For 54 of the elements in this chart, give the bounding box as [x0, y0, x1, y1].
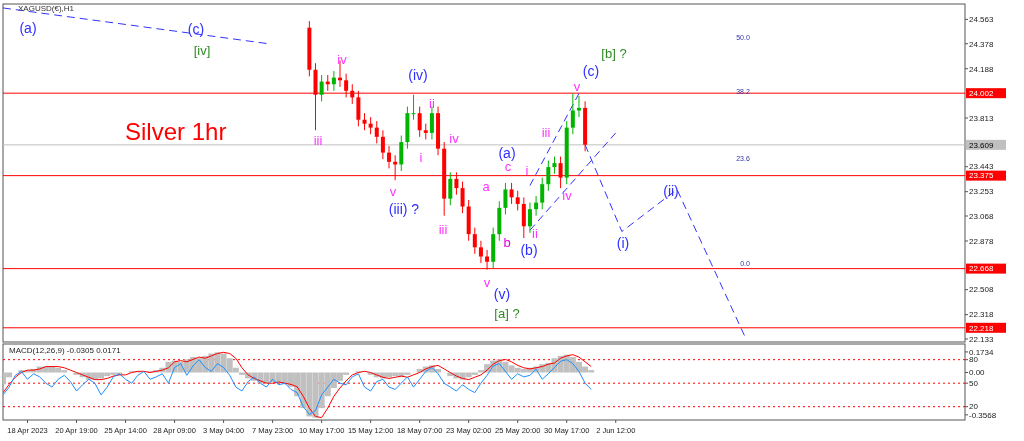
annotation: (c): [187, 21, 205, 37]
y-tick-label: 22.133: [969, 334, 995, 344]
y-tick-label: 24.188: [969, 64, 995, 74]
y-tick-label: 22.318: [969, 310, 995, 320]
y2-tick-label: 20: [969, 402, 979, 412]
y-tick-label: 22.508: [969, 285, 995, 295]
annotation: c: [504, 159, 512, 174]
annotation: iii: [438, 222, 448, 237]
y-tick-label: 23.813: [969, 113, 995, 123]
y2-tick-label: 50: [969, 378, 979, 388]
annotation: (a): [498, 145, 516, 161]
annotation: (i): [616, 235, 630, 251]
annotation: [a] ?: [494, 306, 520, 321]
annotation: i: [525, 163, 529, 178]
annotation: XAGUSD(€),H1: [18, 4, 75, 13]
y-tick-label: 24.378: [969, 39, 995, 49]
annotation: iv: [562, 188, 573, 203]
text: Silver 1hr: [125, 118, 227, 145]
annotation: (ii): [663, 183, 679, 199]
annotation: [iv]: [193, 43, 211, 58]
annotation: (iii) ?: [388, 201, 420, 217]
y-tick-label: 0.1734: [969, 347, 995, 357]
annotation: (iv): [408, 67, 428, 83]
annotation: ii: [429, 96, 435, 111]
annotation: i: [419, 150, 423, 165]
annotation: a: [482, 179, 491, 194]
y-tick-label: 0.00: [969, 368, 986, 378]
annotation: iii: [541, 125, 551, 140]
annotation: (a): [19, 20, 37, 36]
annotation: (c): [582, 63, 600, 79]
y-tick-label: 23.443: [969, 162, 995, 172]
y-tick-label: 23.068: [969, 211, 995, 221]
annotation: v: [389, 184, 397, 199]
annotation: iv: [337, 52, 348, 67]
annotation: iii: [313, 133, 323, 148]
chart-title: MACD(12,26,9) -0.0305 0.0171: [9, 346, 122, 355]
annotation: b: [503, 235, 511, 250]
annotation: (b): [520, 242, 538, 258]
y-tick-label: 23.253: [969, 187, 995, 197]
y-tick-label: 22.878: [969, 236, 995, 246]
annotation: ii: [532, 226, 538, 241]
ref-line-label: 23.375: [969, 171, 995, 181]
annotation: iv: [449, 131, 460, 146]
ref-line-label: 22.668: [969, 264, 995, 274]
annotation: [b] ?: [601, 46, 627, 61]
annotation: v: [573, 79, 581, 94]
y-tick-label: 24.563: [969, 15, 995, 25]
y2-tick-label: 80: [969, 355, 979, 365]
ref-line-label: 22.218: [969, 323, 995, 333]
annotation: v: [483, 275, 491, 290]
ref-line-label: 23.609: [969, 140, 995, 150]
annotation: (v): [493, 286, 511, 302]
y-tick-label: -0.3568: [969, 410, 997, 420]
ref-line-label: 24.002: [969, 88, 995, 98]
